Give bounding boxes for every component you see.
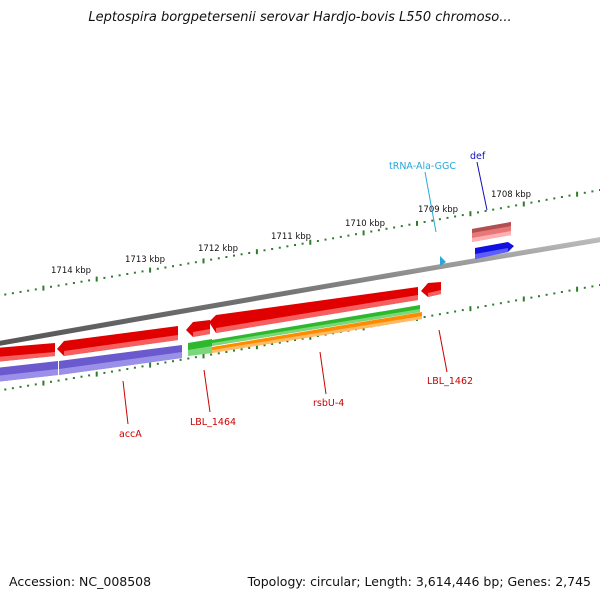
gene-def-salmon[interactable] bbox=[472, 222, 511, 242]
leader-line-trna bbox=[424, 171, 437, 233]
feature-label-acca[interactable]: accA bbox=[119, 429, 142, 440]
accession-info: Accession: NC_008508 bbox=[9, 574, 151, 589]
topology-value: circular bbox=[310, 574, 357, 589]
gene-purple-1[interactable] bbox=[0, 361, 58, 382]
leader-line-acca bbox=[122, 380, 129, 425]
feature-label-lbl1464[interactable]: LBL_1464 bbox=[190, 417, 236, 428]
tick-label-1710: 1710 kbp bbox=[345, 219, 385, 229]
gene-LBL_1464-forward[interactable] bbox=[186, 320, 210, 337]
gene-rsbU-4-green[interactable] bbox=[212, 305, 420, 346]
gene-rsbU-4-forward[interactable] bbox=[209, 287, 418, 333]
scale-ring-outer bbox=[4, 189, 600, 296]
accession-label: Accession: bbox=[9, 574, 76, 589]
tick-label-1713: 1713 kbp bbox=[125, 255, 165, 265]
genes-value: 2,745 bbox=[555, 574, 591, 589]
trna-ala-ggc-marker[interactable] bbox=[440, 256, 446, 266]
genome-title: Leptospira borgpetersenii serovar Hardjo… bbox=[88, 10, 512, 25]
gene-LBL_1462-forward[interactable] bbox=[421, 282, 441, 297]
chromosome-backbone bbox=[0, 237, 600, 346]
length-label: Length: bbox=[364, 574, 412, 589]
tick-label-1711: 1711 kbp bbox=[271, 232, 311, 242]
gene-rsbU-4-orange[interactable] bbox=[212, 312, 422, 353]
feature-label-def[interactable]: def bbox=[470, 151, 486, 162]
gene-purple-2[interactable] bbox=[59, 345, 182, 375]
gene-accA-forward[interactable] bbox=[0, 343, 55, 362]
tick-label-1709: 1709 kbp bbox=[418, 205, 458, 215]
length-value: 3,614,446 bp bbox=[415, 574, 500, 589]
tick-label-1708: 1708 kbp bbox=[491, 190, 531, 200]
topology-label: Topology: bbox=[247, 574, 307, 589]
leader-line-rsbu4 bbox=[319, 351, 327, 395]
gene-green-1[interactable] bbox=[188, 339, 212, 356]
leader-line-def bbox=[476, 161, 488, 211]
genes-label: Genes: bbox=[507, 574, 552, 589]
genome-stats: Topology: circular; Length: 3,614,446 bp… bbox=[247, 574, 591, 589]
gene-forward-1[interactable] bbox=[57, 326, 178, 356]
gene-def-blue[interactable] bbox=[475, 242, 514, 259]
tick-label-1714: 1714 kbp bbox=[51, 266, 91, 276]
tick-label-1712: 1712 kbp bbox=[198, 244, 238, 254]
feature-label-trna-ala-ggc[interactable]: tRNA-Ala-GGC bbox=[389, 161, 456, 172]
leader-line-lbl1462 bbox=[438, 329, 448, 373]
leader-line-lbl1464 bbox=[203, 369, 211, 413]
feature-label-lbl1462[interactable]: LBL_1462 bbox=[427, 376, 473, 387]
feature-label-rsbu4[interactable]: rsbU-4 bbox=[313, 398, 344, 409]
accession-value: NC_008508 bbox=[79, 574, 152, 589]
